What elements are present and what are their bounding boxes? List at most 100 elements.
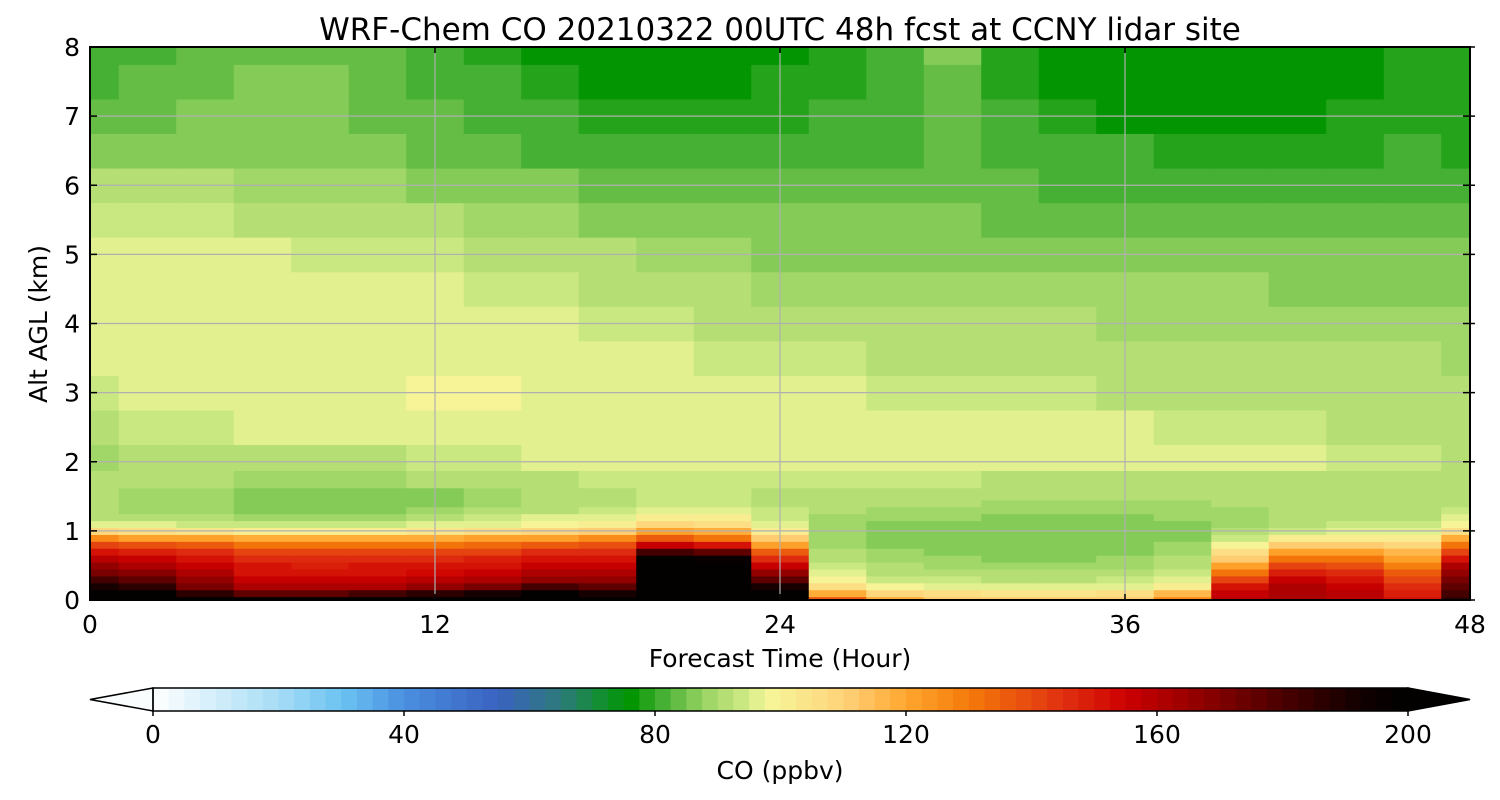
heatmap-cell (176, 506, 235, 515)
heatmap-cell (291, 513, 350, 522)
heatmap-cell (636, 133, 695, 169)
heatmap-cell (693, 409, 752, 446)
heatmap-cell (90, 582, 120, 591)
heatmap-cell (90, 487, 120, 501)
heatmap-cell (1211, 589, 1270, 598)
heatmap-cell (808, 202, 867, 238)
heatmap-cell (636, 47, 695, 65)
heatmap-cell (578, 133, 637, 169)
colorbar-segment (953, 688, 970, 711)
heatmap-cell (521, 202, 580, 238)
heatmap-cell (1268, 513, 1327, 522)
heatmap-cell (1268, 506, 1327, 515)
heatmap-cell (348, 575, 407, 584)
colorbar-segment (168, 688, 185, 711)
colorbar-segment (702, 688, 719, 711)
heatmap-cell (291, 506, 350, 515)
heatmap-cell (348, 499, 407, 508)
heatmap-cell (463, 133, 522, 169)
heatmap-cell (578, 575, 637, 584)
colorbar-segment (419, 688, 436, 711)
heatmap-cell (1383, 561, 1442, 570)
heatmap-cell (1268, 340, 1327, 376)
heatmap-cell (636, 575, 695, 584)
colorbar-segment (482, 688, 499, 711)
heatmap-cell (1153, 47, 1212, 65)
heatmap-cell (176, 534, 235, 542)
heatmap-cell (981, 582, 1040, 591)
heatmap-cell (1038, 444, 1097, 471)
heatmap-cell (1383, 520, 1442, 529)
heatmap-cell (1038, 568, 1097, 577)
heatmap-cell (1211, 548, 1270, 556)
colorbar-segment (811, 688, 829, 711)
heatmap-cell (923, 133, 982, 169)
heatmap-cell (981, 133, 1040, 169)
colorbar-segment (937, 688, 954, 711)
colorbar-segment (1125, 688, 1142, 711)
heatmap-cell (90, 513, 120, 522)
heatmap-cell (866, 133, 925, 169)
y-tick-label: 8 (64, 33, 80, 62)
heatmap-cell (1326, 575, 1385, 584)
heatmap-cell (1326, 133, 1385, 169)
heatmap-cell (118, 47, 177, 65)
heatmap-cell (866, 409, 925, 446)
heatmap-cell (923, 589, 982, 598)
x-tick-label: 48 (1454, 610, 1486, 639)
colorbar-segment (1329, 688, 1346, 711)
heatmap-cell (463, 589, 522, 598)
colorbar-segment (498, 688, 515, 711)
heatmap-cell (291, 202, 350, 238)
heatmap-cell (578, 340, 637, 376)
heatmap-cell (923, 520, 982, 529)
heatmap-cell (1211, 513, 1270, 522)
heatmap-cell (176, 133, 235, 169)
y-tick-label: 1 (64, 517, 80, 546)
heatmap-cell (1326, 541, 1385, 549)
heatmap-cell (348, 133, 407, 169)
colorbar-tick-label: 80 (639, 720, 671, 749)
heatmap-cell (90, 444, 120, 471)
heatmap-cell (348, 409, 407, 446)
heatmap-cell (176, 64, 235, 100)
heatmap-cell (923, 575, 982, 584)
heatmap-cell (981, 513, 1040, 522)
heatmap-cell (348, 506, 407, 515)
heatmap-cell (233, 541, 292, 549)
heatmap-cell (1383, 548, 1442, 556)
colorbar-segment (545, 688, 562, 711)
colorbar-extend-low (89, 687, 154, 712)
heatmap-cell (463, 487, 522, 501)
heatmap-cell (463, 555, 522, 563)
colorbar: 0 40 80 120 160 200 (89, 687, 1471, 749)
y-tick-label: 3 (64, 379, 80, 408)
heatmap-cell (1211, 568, 1270, 577)
heatmap-cell (636, 271, 695, 307)
colorbar-segment (1141, 688, 1158, 711)
heatmap-cell (1326, 506, 1385, 515)
heatmap-cell (808, 589, 867, 598)
heatmap-cell (521, 487, 580, 501)
heatmap-cell (636, 534, 695, 542)
colorbar-segment (717, 688, 734, 711)
heatmap-cell (1038, 47, 1097, 65)
colorbar-segment (576, 688, 593, 711)
heatmap-cell (90, 499, 120, 508)
heatmap-cell (348, 470, 407, 489)
heatmap-cell (578, 64, 637, 100)
heatmap-cell (521, 548, 580, 556)
heatmap-cell (1441, 470, 1470, 489)
colorbar-segment (451, 688, 468, 711)
heatmap-cell (176, 444, 235, 471)
colorbar-tick-label: 40 (388, 720, 420, 749)
y-axis-label: Alt AGL (km) (24, 245, 53, 403)
heatmap-cell (866, 520, 925, 529)
heatmap-cell (981, 470, 1040, 489)
heatmap-cell (693, 596, 752, 600)
heatmap-cell (1441, 596, 1470, 600)
heatmap-cell (291, 470, 350, 489)
heatmap-cell (90, 575, 120, 584)
heatmap-cell (1383, 589, 1442, 598)
heatmap-cell (1441, 561, 1470, 570)
